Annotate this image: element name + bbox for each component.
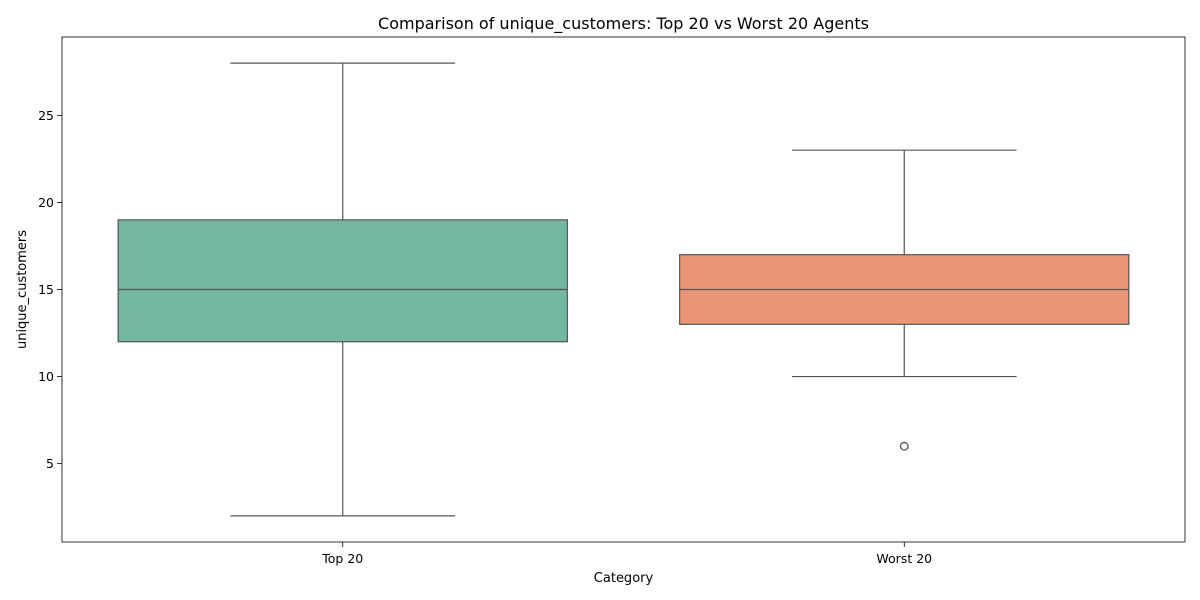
x-axis: Top 20 Worst 20 [321, 542, 932, 566]
box-group [117, 62, 568, 517]
x-tick-label: Top 20 [321, 551, 363, 566]
y-tick-label: 5 [46, 456, 54, 471]
y-axis-label: unique_customers [15, 230, 30, 349]
boxes-layer [117, 62, 1130, 517]
x-axis-label: Category [594, 571, 654, 586]
x-tick-label: Worst 20 [876, 551, 932, 566]
box-group [679, 149, 1130, 451]
y-tick-label: 10 [38, 369, 54, 384]
y-tick-label: 25 [38, 108, 54, 123]
chart-title: Comparison of unique_customers: Top 20 v… [378, 14, 869, 34]
y-tick-label: 15 [38, 282, 54, 297]
iqr-box [117, 219, 568, 343]
y-axis: 5 10 15 20 25 [38, 108, 62, 471]
outlier-point [899, 441, 909, 451]
y-tick-label: 20 [38, 195, 54, 210]
